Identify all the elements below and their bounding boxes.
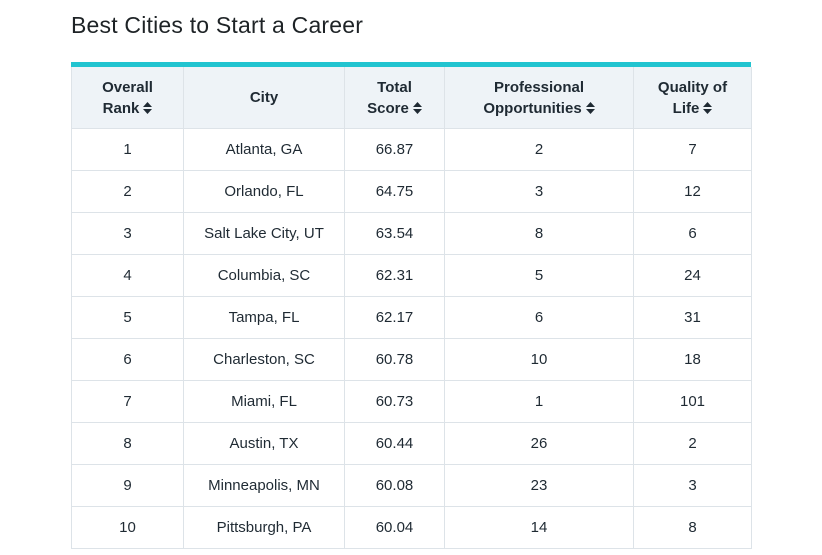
cell-rank: 7 [71,380,184,423]
cell-professional-opportunities: 8 [444,212,634,255]
cell-quality-of-life: 18 [633,338,752,381]
header-label-line2: Rank [102,99,140,117]
cell-quality-of-life: 12 [633,170,752,213]
cell-city: Atlanta, GA [183,128,345,171]
cell-professional-opportunities: 1 [444,380,634,423]
cell-city: Columbia, SC [183,254,345,297]
header-overall-rank[interactable]: Overall Rank [71,67,184,129]
cell-rank: 8 [71,422,184,465]
cell-rank: 6 [71,338,184,381]
table-row: 3 Salt Lake City, UT 63.54 8 6 [71,212,752,255]
header-label-line1: Professional [493,78,585,96]
cell-total-score: 66.87 [344,128,445,171]
header-label-line1: Quality of [657,78,728,96]
cell-city: Austin, TX [183,422,345,465]
cell-quality-of-life: 24 [633,254,752,297]
table-body: 1 Atlanta, GA 66.87 2 7 2 Orlando, FL 64… [71,128,752,549]
cell-quality-of-life: 7 [633,128,752,171]
table-header: Overall Rank City Total Score Profession… [71,67,752,129]
cell-professional-opportunities: 23 [444,464,634,507]
table-row: 1 Atlanta, GA 66.87 2 7 [71,128,752,171]
cell-city: Miami, FL [183,380,345,423]
sort-icon[interactable] [585,101,595,114]
cell-city: Minneapolis, MN [183,464,345,507]
header-label: City [249,89,279,106]
table-row: 2 Orlando, FL 64.75 3 12 [71,170,752,213]
table-row: 8 Austin, TX 60.44 26 2 [71,422,752,465]
header-label-line2: Opportunities [483,99,582,117]
rankings-table-container: Overall Rank City Total Score Profession… [71,62,752,549]
header-label-line1: Total [377,78,412,96]
sort-icon[interactable] [412,101,422,114]
table-row: 4 Columbia, SC 62.31 5 24 [71,254,752,297]
cell-total-score: 60.08 [344,464,445,507]
cell-rank: 3 [71,212,184,255]
cell-professional-opportunities: 5 [444,254,634,297]
rankings-table: Overall Rank City Total Score Profession… [71,67,752,549]
header-professional-opportunities[interactable]: Professional Opportunities [444,67,634,129]
cell-rank: 4 [71,254,184,297]
cell-rank: 2 [71,170,184,213]
cell-professional-opportunities: 2 [444,128,634,171]
cell-total-score: 63.54 [344,212,445,255]
cell-city: Tampa, FL [183,296,345,339]
table-row: 10 Pittsburgh, PA 60.04 14 8 [71,506,752,549]
cell-rank: 10 [71,506,184,549]
cell-quality-of-life: 2 [633,422,752,465]
cell-city: Orlando, FL [183,170,345,213]
cell-total-score: 64.75 [344,170,445,213]
cell-rank: 5 [71,296,184,339]
header-label-line2: Score [367,99,409,117]
cell-quality-of-life: 8 [633,506,752,549]
cell-quality-of-life: 6 [633,212,752,255]
cell-city: Pittsburgh, PA [183,506,345,549]
header-quality-of-life[interactable]: Quality of Life [633,67,752,129]
cell-total-score: 60.78 [344,338,445,381]
cell-professional-opportunities: 14 [444,506,634,549]
cell-professional-opportunities: 3 [444,170,634,213]
header-label-line1: Overall [102,78,153,96]
header-row: Overall Rank City Total Score Profession… [71,67,752,129]
cell-total-score: 60.73 [344,380,445,423]
cell-quality-of-life: 31 [633,296,752,339]
header-label-line2: Life [672,99,700,117]
table-row: 6 Charleston, SC 60.78 10 18 [71,338,752,381]
cell-quality-of-life: 101 [633,380,752,423]
sort-icon[interactable] [703,101,713,114]
cell-city: Charleston, SC [183,338,345,381]
cell-quality-of-life: 3 [633,464,752,507]
cell-rank: 9 [71,464,184,507]
sort-icon[interactable] [143,101,153,114]
page-title: Best Cities to Start a Career [71,12,364,38]
cell-professional-opportunities: 26 [444,422,634,465]
cell-total-score: 60.44 [344,422,445,465]
cell-total-score: 62.17 [344,296,445,339]
cell-rank: 1 [71,128,184,171]
header-total-score[interactable]: Total Score [344,67,445,129]
header-city: City [183,67,345,129]
cell-professional-opportunities: 6 [444,296,634,339]
cell-professional-opportunities: 10 [444,338,634,381]
table-row: 5 Tampa, FL 62.17 6 31 [71,296,752,339]
cell-total-score: 60.04 [344,506,445,549]
cell-city: Salt Lake City, UT [183,212,345,255]
table-row: 7 Miami, FL 60.73 1 101 [71,380,752,423]
cell-total-score: 62.31 [344,254,445,297]
table-row: 9 Minneapolis, MN 60.08 23 3 [71,464,752,507]
